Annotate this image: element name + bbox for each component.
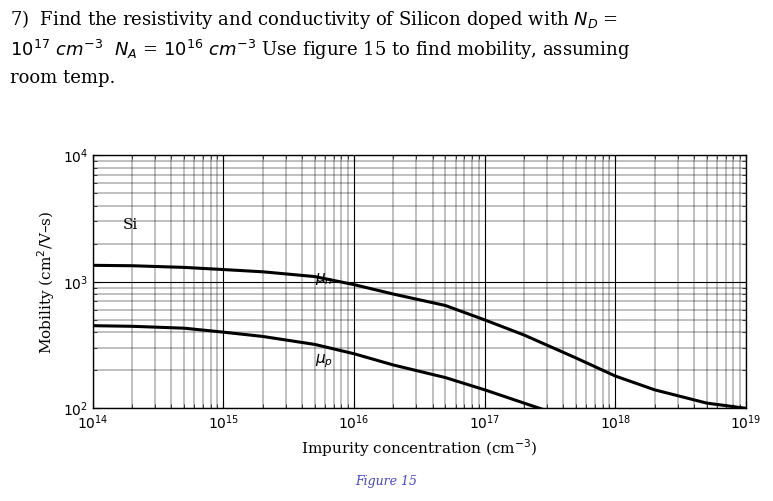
Text: Si: Si <box>123 218 138 232</box>
Text: $\mu_n$: $\mu_n$ <box>315 271 332 287</box>
Text: 7)  Find the resistivity and conductivity of Silicon doped with $N_D$ =: 7) Find the resistivity and conductivity… <box>10 8 618 31</box>
Text: $10^{17}$ $cm^{-3}$  $N_A$ = $10^{16}$ $cm^{-3}$ Use figure 15 to find mobility,: $10^{17}$ $cm^{-3}$ $N_A$ = $10^{16}$ $c… <box>10 38 630 62</box>
Text: $\mu_p$: $\mu_p$ <box>315 353 333 370</box>
Y-axis label: Mobility (cm$^2$/V–s): Mobility (cm$^2$/V–s) <box>36 210 57 354</box>
X-axis label: Impurity concentration (cm$^{-3}$): Impurity concentration (cm$^{-3}$) <box>301 437 537 459</box>
Text: Figure 15: Figure 15 <box>356 475 417 488</box>
Text: room temp.: room temp. <box>10 69 115 87</box>
